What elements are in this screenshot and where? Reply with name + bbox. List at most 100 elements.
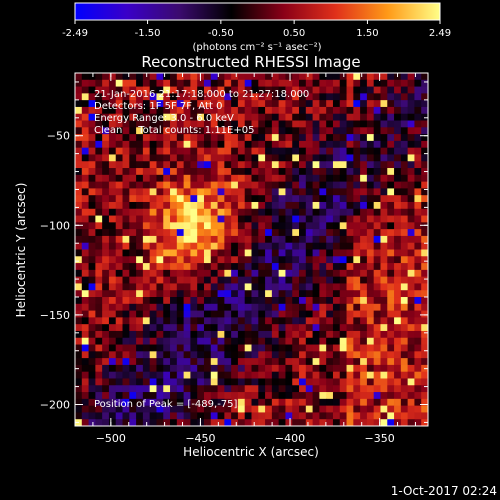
heatmap-cell [115,168,123,176]
heatmap-cell [407,405,415,413]
heatmap-cell [224,297,232,305]
heatmap-cell [244,330,252,339]
heatmap-cell [387,181,395,189]
heatmap-cell [197,174,205,183]
heatmap-cell [407,106,415,115]
heatmap-cell [217,249,225,257]
heatmap-cell [414,317,422,325]
heatmap-cell [129,324,137,332]
heatmap-cell [414,290,422,298]
heatmap-cell [312,392,320,400]
heatmap-cell [305,385,313,393]
heatmap-cell [190,385,198,393]
heatmap-cell [380,242,388,250]
heatmap-cell [108,419,117,426]
heatmap-cell [380,100,388,108]
heatmap-cell [394,378,402,386]
heatmap-cell [217,297,225,305]
heatmap-cell [258,317,266,325]
heatmap-cell [414,249,422,257]
heatmap-cell [142,242,151,250]
heatmap-cell [346,344,354,352]
heatmap-cell [400,100,409,108]
heatmap-cell [319,242,327,250]
heatmap-cell [299,385,307,393]
heatmap-cell [407,242,415,250]
heatmap-cell [326,371,334,379]
heatmap-cell [278,419,286,426]
heatmap-cell [136,134,144,142]
heatmap-cell [115,140,123,149]
heatmap-cell [299,419,307,426]
heatmap-cell [237,371,246,379]
heatmap-cell [95,378,103,386]
heatmap-cell [224,154,232,162]
heatmap-cell [156,215,164,223]
heatmap-cell [400,235,409,244]
heatmap-cell [299,79,307,87]
heatmap-cell [394,195,402,203]
heatmap-cell [176,113,185,121]
heatmap-cell [210,344,218,352]
heatmap-cell [163,249,171,257]
heatmap-cell [129,405,137,413]
heatmap-cell [271,297,280,305]
heatmap-cell [305,324,313,332]
heatmap-cell [400,351,409,359]
heatmap-cell [197,412,205,420]
heatmap-cell [292,168,300,176]
heatmap-cell [271,364,280,373]
heatmap-cell [387,127,395,135]
heatmap-cell [136,100,144,108]
heatmap-cell [163,392,171,400]
heatmap-cell [142,195,151,203]
heatmap-cell [88,201,96,210]
heatmap-cell [115,263,123,271]
heatmap-cell [332,161,341,169]
heatmap-cell [81,73,89,81]
heatmap-cell [258,344,266,352]
heatmap-cell [319,256,327,264]
heatmap-cell [332,310,341,318]
heatmap-cell [326,303,334,311]
heatmap-cell [258,235,266,244]
heatmap-cell [75,297,83,305]
heatmap-cell [346,140,354,149]
heatmap-cell [407,303,415,311]
heatmap-cell [102,398,110,407]
heatmap-cell [156,154,164,162]
heatmap-cell [75,127,83,135]
heatmap-cell [142,297,151,305]
heatmap-cell [319,188,327,196]
heatmap-cell [346,79,354,87]
heatmap-cell [115,385,123,393]
heatmap-cell [292,317,300,325]
heatmap-cell [224,147,232,155]
heatmap-cell [231,290,239,298]
heatmap-cell [115,154,123,162]
heatmap-cell [421,351,428,359]
heatmap-cell [414,324,422,332]
heatmap-cell [400,215,409,223]
heatmap-cell [203,181,212,189]
heatmap-cell [149,208,157,216]
heatmap-cell [360,297,368,305]
heatmap-cell [387,405,395,413]
heatmap-cell [95,269,103,278]
heatmap-cell [319,290,327,298]
heatmap-cell [190,317,198,325]
heatmap-cell [271,283,280,291]
heatmap-cell [149,297,157,305]
heatmap-cell [197,127,205,135]
heatmap-cell [360,242,368,250]
heatmap-cell [156,324,164,332]
heatmap-cell [421,120,428,128]
heatmap-cell [394,283,402,291]
heatmap-cell [217,256,225,264]
heatmap-cell [353,161,361,169]
heatmap-cell [394,324,402,332]
heatmap-cell [292,134,300,142]
heatmap-cell [210,263,218,271]
heatmap-cell [414,201,422,210]
heatmap-cell [136,79,144,87]
